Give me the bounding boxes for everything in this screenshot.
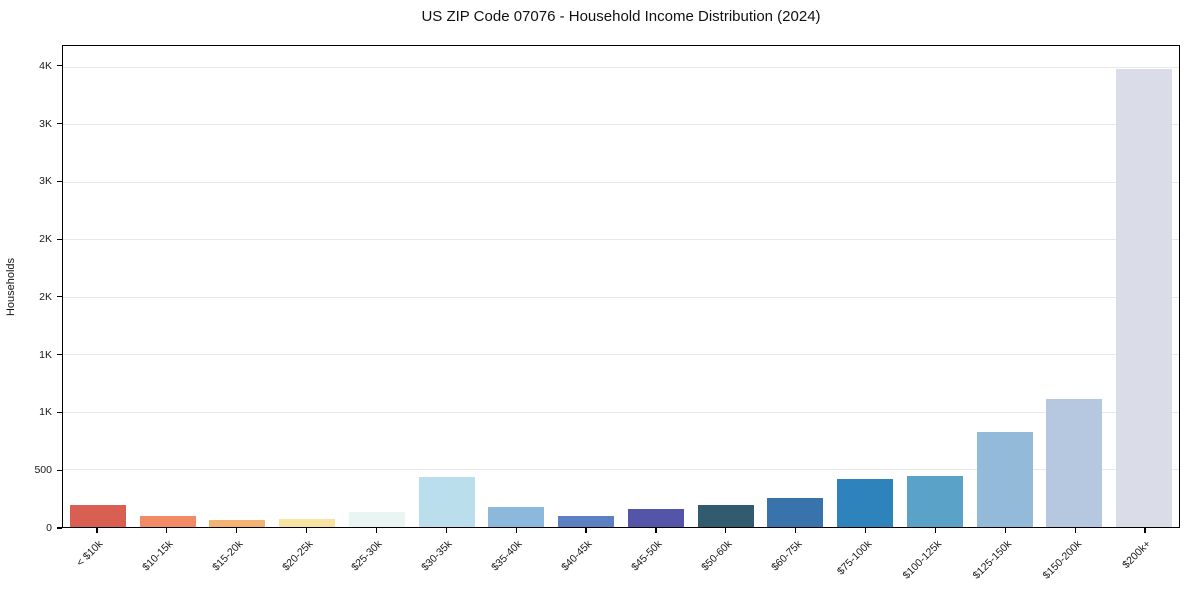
x-tick-label: $100-125k <box>900 538 944 582</box>
bar-slot <box>970 46 1040 527</box>
y-tick-label: 0 <box>46 522 52 534</box>
y-tick-label: 2K <box>39 233 52 246</box>
x-tick-label: $25-30k <box>349 538 385 574</box>
x-tick-label: $40-45k <box>559 538 595 574</box>
bar-slot <box>1109 46 1179 527</box>
bar--150-200k <box>1046 398 1103 527</box>
gridline <box>63 354 1179 356</box>
y-tick-mark <box>57 180 62 182</box>
x-tick-mark <box>725 528 727 533</box>
gridline <box>63 66 1179 68</box>
y-tick-mark <box>57 238 62 240</box>
x-axis: < $10k $10-15k $15-20k $20-25k $25-30k $30-35… <box>62 528 1180 590</box>
gridline <box>63 411 1179 413</box>
y-tick-label: 2K <box>39 290 52 303</box>
y-tick-label: 4K <box>39 59 52 72</box>
x-tick-label: $200k+ <box>1120 538 1154 572</box>
bar--60-75k <box>767 498 824 527</box>
bar--30-35k <box>418 476 475 527</box>
bar-slot <box>830 46 900 527</box>
bar-slot <box>133 46 203 527</box>
x-tick-label: $10-15k <box>139 538 176 574</box>
y-tick-mark <box>57 469 62 471</box>
bar-slot <box>342 46 412 527</box>
y-axis: 0 500 1K 1K 2K 2K 3K 3K 4K <box>0 45 62 534</box>
x-tick-label: $125-150k <box>970 538 1014 582</box>
bar--45-50k <box>627 508 684 527</box>
bar-slot <box>691 46 761 527</box>
y-tick-label: 500 <box>34 464 52 477</box>
y-tick-label: 1K <box>39 348 52 361</box>
x-tick-mark <box>375 528 378 533</box>
x-tick-label: $20-25k <box>279 538 316 574</box>
bar--100-125k <box>906 476 963 527</box>
x-tick-mark <box>166 528 168 533</box>
bar--25-30k <box>348 512 405 527</box>
bar--200k+ <box>1116 69 1173 527</box>
x-tick-label: $35-40k <box>489 538 525 574</box>
x-tick-label: < $10k <box>74 538 106 569</box>
bar-slot <box>272 46 342 527</box>
x-tick-label: $75-100k <box>834 538 875 578</box>
y-tick-mark <box>57 296 62 298</box>
x-tick-label: $45-50k <box>629 538 665 574</box>
x-tick-label: $15-20k <box>209 538 246 574</box>
bar-slot <box>412 46 482 527</box>
bar-slot <box>1040 46 1110 527</box>
bar-slot <box>482 46 552 527</box>
x-tick-label: $30-35k <box>419 538 455 574</box>
y-tick-label: 1K <box>39 406 52 419</box>
x-tick-mark <box>96 528 98 533</box>
y-tick-mark <box>57 65 62 67</box>
y-tick-mark <box>57 527 62 529</box>
bar--125-150k <box>976 431 1033 527</box>
y-tick-label: 3K <box>39 117 52 130</box>
bar-series <box>63 46 1179 527</box>
bar-slot <box>551 46 621 527</box>
bar--20-25k <box>279 518 336 527</box>
x-tick-mark <box>305 528 308 533</box>
bar--50-60k <box>697 505 754 527</box>
gridline <box>63 469 1179 471</box>
gridline <box>63 239 1179 241</box>
gridline <box>63 124 1179 126</box>
chart-title: US ZIP Code 07076 - Household Income Dis… <box>421 8 821 25</box>
x-tick-label: $50-60k <box>698 538 735 574</box>
bar--35-40k <box>488 507 545 527</box>
x-tick-mark <box>236 528 238 533</box>
x-tick-mark <box>1004 528 1006 533</box>
x-tick-label: $60-75k <box>768 538 805 574</box>
bar-slot <box>900 46 970 527</box>
bar-slot <box>621 46 691 527</box>
x-tick-mark <box>934 528 937 533</box>
bar-slot <box>761 46 831 527</box>
bar--15-20k <box>209 519 266 527</box>
bar--10k <box>69 505 126 527</box>
y-tick-mark <box>57 122 62 125</box>
x-tick-mark <box>864 528 867 533</box>
y-tick-mark <box>57 411 62 414</box>
x-tick-mark <box>1074 528 1076 533</box>
x-tick-mark <box>655 528 657 533</box>
x-tick-mark <box>445 528 447 533</box>
bar-slot <box>203 46 273 527</box>
y-tick-mark <box>57 354 62 356</box>
bar--10-15k <box>139 516 196 527</box>
x-tick-label: $150-200k <box>1040 538 1084 582</box>
bar--75-100k <box>837 478 894 527</box>
bar-slot <box>63 46 133 527</box>
gridline <box>63 181 1179 183</box>
gridline <box>63 296 1179 298</box>
x-tick-mark <box>795 528 797 533</box>
bar--40-45k <box>558 516 615 527</box>
x-tick-mark <box>585 528 587 533</box>
plot-area <box>62 45 1180 528</box>
y-tick-label: 3K <box>39 175 52 188</box>
x-tick-mark <box>1144 528 1146 533</box>
x-tick-mark <box>515 528 517 533</box>
